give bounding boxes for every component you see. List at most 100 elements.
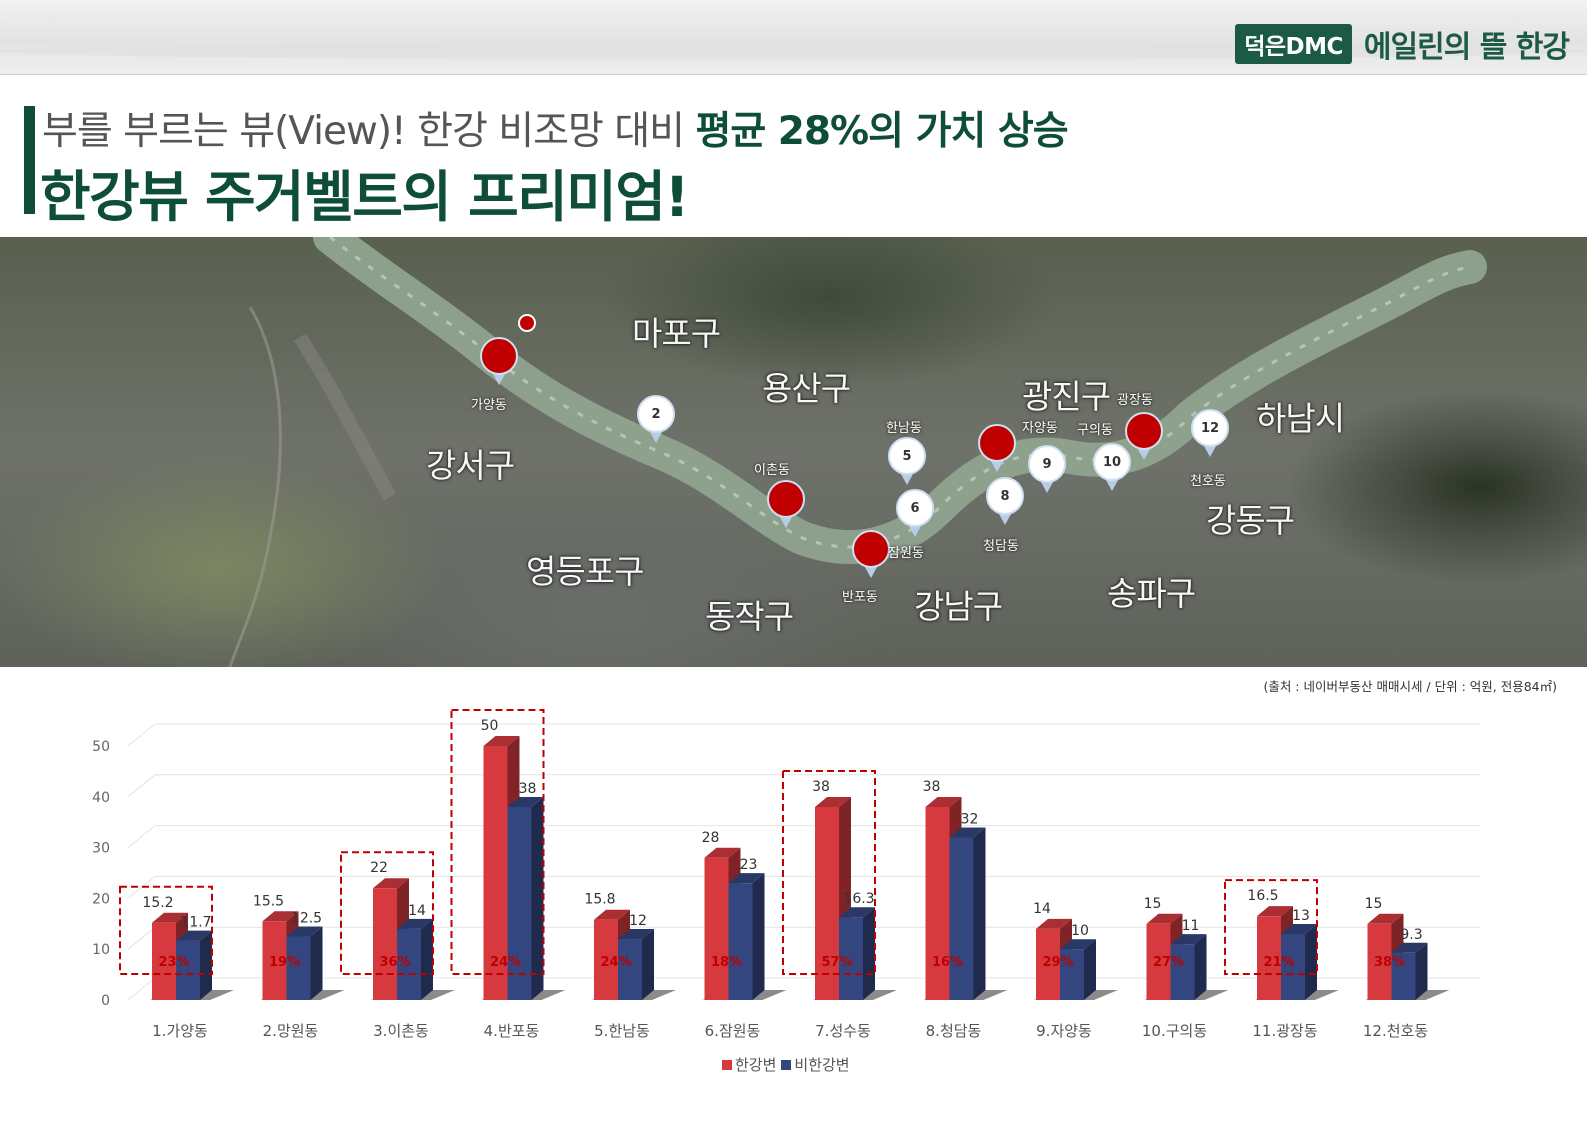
map-pin: 2 [637, 395, 675, 445]
brand-badge: 덕은DMC [1235, 24, 1352, 64]
bar-top [1170, 934, 1207, 945]
gridline-diagonal [127, 876, 156, 899]
bar-top [1146, 913, 1183, 924]
value-label-non-hangang: 10 [1071, 923, 1089, 939]
map-pin: 10 [1093, 443, 1131, 493]
gridline-diagonal [127, 926, 156, 950]
value-label-hangang: 38 [812, 779, 830, 795]
bar-top [839, 907, 875, 918]
premium-label: 23% [158, 955, 189, 970]
bar-top [507, 796, 544, 807]
category-label: 7.성수동 [815, 1022, 871, 1040]
district-label: 동작구 [705, 597, 794, 636]
bar [397, 928, 421, 1000]
value-label-hangang: 28 [702, 830, 720, 846]
bar-top [483, 736, 520, 746]
neighborhood-label: 청담동 [983, 539, 1019, 554]
map-pin: 6 [896, 489, 934, 539]
bar-side [1194, 934, 1207, 1000]
value-label-non-hangang: 12.5 [291, 911, 322, 927]
category-label: 4.반포동 [484, 1022, 540, 1040]
bar [1281, 933, 1305, 1000]
premium-label: 36% [379, 955, 410, 970]
bar-top [1036, 918, 1072, 929]
map-pin: 4 [852, 530, 890, 580]
premium-label: 24% [490, 955, 521, 970]
bar [262, 921, 287, 1000]
highlight-box [1224, 879, 1318, 975]
bar-chart: 0 10 20 30 40 50 15.2 11.7 23% 1.가양동 15.5 12.5 19% 2.… [92, 709, 1480, 1040]
bar-side [310, 926, 323, 1000]
bar [949, 837, 974, 1000]
pin-number: 6 [896, 489, 934, 527]
bar-side [1305, 923, 1317, 1000]
bar [594, 919, 618, 1000]
bar [728, 883, 753, 1000]
bar-top [1281, 923, 1317, 934]
value-label-hangang: 16.5 [1247, 888, 1278, 904]
district-label: 강서구 [426, 446, 515, 485]
value-label-non-hangang: 12 [629, 913, 647, 929]
bar-top [704, 847, 741, 858]
premium-label: 16% [932, 955, 963, 970]
map-pin: 11 [1125, 412, 1163, 462]
category-label: 11.광장동 [1252, 1022, 1317, 1040]
value-label-hangang: 15 [1144, 896, 1162, 912]
gridline-diagonal [127, 977, 156, 1001]
legend-label-hangang: 한강변 [735, 1056, 777, 1074]
legend-label-non-hangang: 비한강변 [794, 1056, 850, 1074]
bar [1060, 949, 1084, 1000]
bar [507, 806, 532, 1000]
value-label-hangang: 15.5 [253, 893, 284, 909]
y-tick-label: 30 [92, 841, 110, 857]
category-label: 2.망원동 [263, 1022, 319, 1040]
value-label-non-hangang: 38 [519, 781, 537, 797]
neighborhood-label: 광장동 [1117, 393, 1153, 408]
bar [925, 806, 950, 1000]
pin-number: 1 [480, 337, 518, 375]
neighborhood-label: 천호동 [1190, 474, 1226, 489]
bar-side [200, 930, 212, 1000]
bar-top [176, 930, 212, 941]
bar-top [1257, 906, 1293, 917]
bar-side [973, 827, 986, 1000]
highlight-box [782, 769, 876, 975]
bar-side [531, 796, 544, 1000]
premium-label: 57% [821, 955, 852, 970]
district-label: 하남시 [1256, 399, 1345, 438]
category-label: 8.청담동 [926, 1022, 982, 1040]
category-label: 10.구의동 [1142, 1022, 1207, 1040]
bar-top [1060, 939, 1096, 950]
brand-logo: 덕은DMC 에일린의 뜰 한강 [1235, 24, 1570, 65]
value-label-non-hangang: 32 [961, 811, 979, 827]
neighborhood-label: 자양동 [1022, 421, 1058, 436]
bar-top [397, 918, 433, 929]
y-tick-label: 40 [92, 790, 110, 806]
bar-top [373, 878, 409, 889]
source-note: (출처 : 네이버부동산 매매시세 / 단위 : 억원, 전용84㎡) [1263, 679, 1557, 694]
pin-number: 12 [1191, 409, 1229, 447]
bar-top [152, 912, 188, 923]
category-label: 1.가양동 [152, 1022, 208, 1040]
y-tick-label: 10 [92, 942, 110, 958]
bar [618, 939, 642, 1000]
bar-top [286, 926, 323, 937]
map-pin: 7 [978, 424, 1016, 474]
map-pin: 9 [1028, 445, 1066, 495]
district-label: 광진구 [1022, 377, 1111, 416]
bar [1391, 952, 1416, 1000]
highlight-box [450, 709, 545, 975]
pin-number: 4 [852, 530, 890, 568]
value-label-non-hangang: 16.3 [843, 891, 874, 907]
bar-top [1367, 913, 1404, 924]
map-pin: 8 [986, 477, 1024, 527]
bar-top [949, 827, 986, 838]
brand-name: 에일린의 뜰 한강 [1363, 30, 1570, 65]
value-label-hangang: 15 [1365, 896, 1383, 912]
pin-number: 3 [767, 480, 805, 518]
value-label-non-hangang: 9.3 [1400, 927, 1422, 943]
bar-top [728, 873, 765, 884]
value-label-hangang: 50 [481, 718, 499, 734]
value-label-non-hangang: 13 [1292, 908, 1310, 924]
neighborhood-label: 이촌동 [754, 463, 790, 478]
